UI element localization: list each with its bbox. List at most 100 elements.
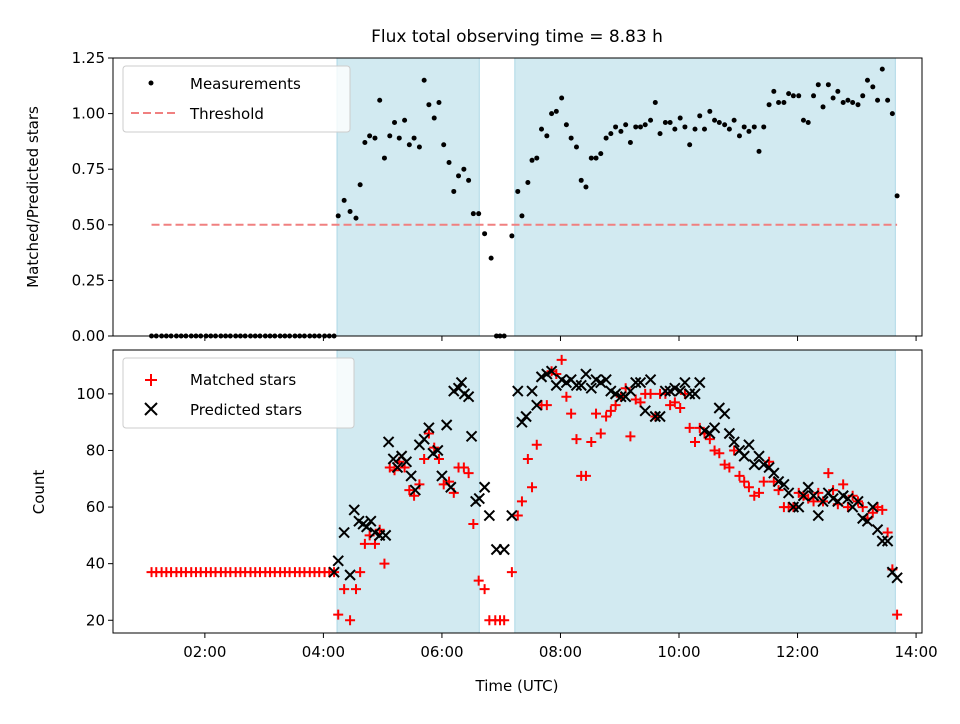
measurement-point <box>568 135 574 141</box>
matched-star-point <box>867 507 878 518</box>
measurement-point <box>559 95 565 101</box>
matched-star-point <box>522 453 533 464</box>
measurement-point <box>436 99 442 105</box>
matched-star-point <box>675 403 686 414</box>
matched-star-point <box>714 448 725 459</box>
predicted-star-point <box>545 365 558 377</box>
predicted-star-point <box>506 509 518 522</box>
predicted-star-point <box>473 492 485 505</box>
matched-star-point <box>379 558 390 569</box>
matched-star-point <box>468 519 479 530</box>
predicted-star-point <box>753 450 765 462</box>
measurement-point <box>731 117 737 123</box>
predicted-star-point <box>535 371 548 383</box>
measurement-point <box>353 215 359 221</box>
matched-star-point <box>605 405 616 416</box>
measurement-point <box>815 82 821 88</box>
measurement-point <box>402 117 408 123</box>
matched-star-point <box>828 485 839 496</box>
predicted-star-point <box>679 376 691 389</box>
measurement-point <box>761 124 767 130</box>
predicted-star-point <box>570 379 583 392</box>
predicted-star-point <box>365 515 377 527</box>
predicted-star-point <box>445 481 457 493</box>
measurement-point <box>786 91 792 97</box>
predicted-star-point <box>867 501 879 513</box>
measurement-point <box>335 213 341 219</box>
matched-star-point <box>694 422 705 433</box>
predicted-star-point <box>772 475 785 488</box>
measurement-point <box>539 126 545 132</box>
matched-star-point <box>808 496 819 507</box>
predicted-star-point <box>478 481 491 493</box>
measurement-point <box>396 135 402 141</box>
matched-star-point <box>739 476 750 487</box>
matched-star-point <box>473 575 484 586</box>
measurement-point <box>835 88 841 94</box>
y-tick-label: 0.00 <box>72 327 105 345</box>
measurement-point <box>751 124 757 130</box>
matched-star-point <box>350 584 361 595</box>
matched-star-point <box>724 462 735 473</box>
y-tick-label: 0.75 <box>72 160 105 178</box>
measurement-point <box>515 188 521 194</box>
measurement-point <box>741 124 747 130</box>
matched-star-point <box>892 609 903 620</box>
measurement-point <box>627 140 633 146</box>
legend-threshold-label: Threshold <box>189 105 264 123</box>
matched-star-point <box>531 439 542 450</box>
measurement-point <box>613 124 619 130</box>
measurement-point <box>461 166 467 172</box>
top-y-ticks: 0.00 0.25 0.50 0.75 1.00 1.25 <box>72 49 113 345</box>
matched-star-point <box>877 504 888 515</box>
measurement-point <box>736 133 742 139</box>
bottom-legend: Matched stars Predicted stars <box>122 357 355 429</box>
predicted-star-point <box>842 492 854 505</box>
measurement-point <box>341 197 347 203</box>
measurement-point <box>357 182 363 188</box>
predicted-star-point <box>698 424 711 437</box>
predicted-star-point <box>580 368 592 380</box>
predicted-star-point <box>348 504 360 516</box>
predicted-star-point <box>659 385 672 397</box>
matched-star-point <box>333 609 344 620</box>
matched-star-point <box>516 496 527 507</box>
predicted-star-point <box>723 427 736 440</box>
top-legend-box <box>122 65 351 133</box>
predicted-star-point <box>708 422 721 434</box>
measurement-point <box>712 117 718 123</box>
matched-star-point <box>355 567 366 578</box>
measurement-point <box>637 124 643 130</box>
x-tick-label: 10:00 <box>657 643 700 661</box>
predicted-star-point <box>465 430 478 443</box>
predicted-star-point <box>483 509 496 522</box>
matched-star-point <box>690 436 701 447</box>
measurement-point <box>672 126 678 132</box>
measurement-point <box>701 126 707 132</box>
matched-star-point <box>499 615 510 626</box>
measurement-point <box>677 115 683 121</box>
measurement-point <box>885 97 891 103</box>
measurement-point <box>416 144 422 150</box>
observing-window <box>514 57 896 337</box>
measurement-point <box>845 97 851 103</box>
predicted-star-point <box>382 436 395 448</box>
measurement-point <box>441 142 447 148</box>
matched-star-point <box>684 422 695 433</box>
matched-star-point <box>743 482 754 493</box>
observing-window <box>336 57 480 337</box>
measurement-point <box>431 115 437 121</box>
measurement-point <box>588 155 594 161</box>
predicted-star-point <box>409 484 421 496</box>
legend-measurements-marker <box>148 80 154 86</box>
predicted-star-point <box>689 388 701 400</box>
measurement-point <box>451 188 457 194</box>
measurement-point <box>697 113 703 119</box>
measurement-point <box>800 117 806 123</box>
predicted-star-point <box>609 388 622 400</box>
top-y-axis-label: Matched/Predicted stars <box>24 106 42 288</box>
measurement-point <box>421 77 427 83</box>
measurement-point <box>790 93 796 99</box>
predicted-star-point <box>758 458 770 471</box>
measurement-point <box>456 173 462 179</box>
